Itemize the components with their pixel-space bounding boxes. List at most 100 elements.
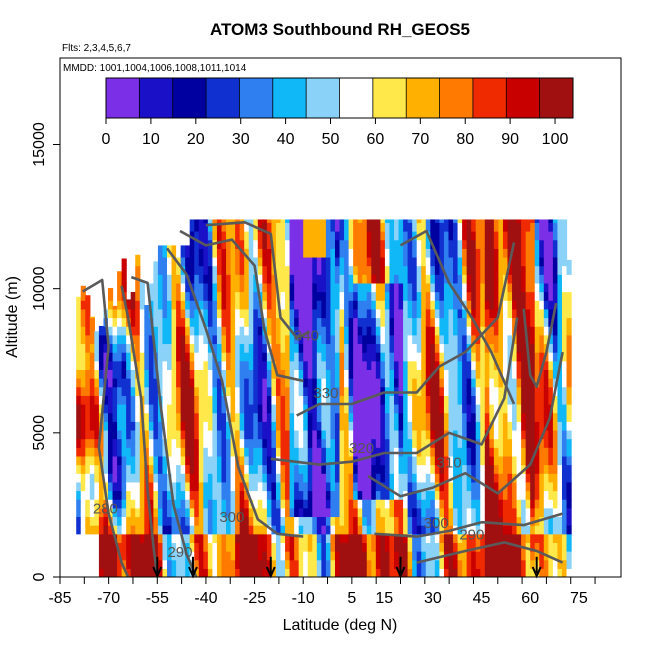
rh-cell: [76, 412, 82, 422]
rh-cell: [480, 222, 486, 232]
rh-cell: [262, 239, 268, 249]
rh-cell: [521, 404, 527, 414]
rh-cell: [235, 438, 241, 448]
rh-cell: [148, 412, 154, 422]
rh-cell: [566, 507, 572, 518]
rh-cell: [539, 308, 545, 319]
rh-cell: [176, 455, 182, 466]
rh-cell: [94, 404, 100, 414]
rh-cell: [566, 447, 572, 457]
rh-cell: [257, 326, 263, 336]
rh-cell: [330, 326, 336, 336]
rh-cell: [189, 499, 195, 509]
rh-cell: [162, 533, 168, 543]
rh-cell: [257, 455, 263, 466]
rh-cell: [398, 429, 404, 440]
rh-cell: [139, 429, 145, 440]
rh-cell: [344, 404, 350, 414]
rh-cell: [462, 533, 468, 543]
rh-cell: [539, 473, 545, 483]
rh-cell: [76, 296, 82, 301]
rh-cell: [180, 248, 186, 258]
rh-cell: [316, 300, 322, 310]
rh-cell: [307, 559, 313, 569]
rh-cell: [144, 343, 150, 353]
rh-cell: [398, 352, 404, 362]
rh-cell: [144, 334, 150, 345]
rh-cell: [421, 239, 427, 249]
rh-cell: [353, 438, 359, 448]
rh-cell: [135, 490, 141, 500]
rh-cell: [253, 481, 259, 492]
rh-cell: [512, 421, 518, 431]
rh-cell: [212, 447, 218, 457]
rh-cell: [117, 386, 123, 396]
rh-cell: [539, 568, 545, 577]
rh-cell: [434, 386, 441, 396]
rh-cell: [371, 464, 377, 474]
rh-cell: [380, 300, 386, 310]
rh-cell: [139, 542, 145, 552]
rh-cell: [321, 507, 327, 518]
rh-cell: [389, 334, 395, 345]
rh-cell: [507, 369, 513, 379]
rh-cell: [566, 343, 572, 353]
rh-cell: [239, 300, 245, 310]
rh-cell: [280, 222, 286, 232]
rh-cell: [443, 490, 450, 500]
rh-cell: [516, 326, 522, 336]
rh-cell: [312, 231, 318, 241]
rh-cell: [176, 507, 182, 518]
rh-cell: [235, 360, 241, 370]
rh-cell: [230, 282, 236, 293]
rh-cell: [121, 421, 127, 431]
rh-cell: [121, 258, 127, 267]
rh-cell: [294, 239, 300, 249]
rh-cell: [325, 421, 332, 431]
rh-cell: [502, 551, 509, 561]
rh-cell: [312, 326, 318, 336]
rh-cell: [398, 464, 404, 474]
rh-cell: [353, 300, 359, 310]
rh-cell: [448, 317, 454, 327]
rh-cell: [421, 447, 427, 457]
rh-cell: [94, 395, 100, 405]
rh-cell: [375, 369, 381, 379]
rh-cell: [384, 533, 391, 543]
rh-cell: [389, 464, 395, 474]
rh-cell: [135, 412, 141, 422]
rh-cell: [334, 369, 341, 379]
rh-cell: [484, 464, 490, 474]
rh-cell: [135, 334, 141, 345]
rh-cell: [235, 378, 241, 388]
rh-cell: [557, 559, 563, 569]
rh-cell: [344, 421, 350, 431]
rh-cell: [448, 308, 454, 319]
contour-label: 320: [349, 440, 374, 457]
rh-cell: [498, 455, 504, 466]
rh-cell: [216, 455, 223, 466]
rh-cell: [216, 438, 223, 448]
rh-cell: [307, 516, 313, 526]
rh-cell: [443, 256, 450, 267]
rh-cell: [507, 326, 513, 336]
rh-cell: [561, 551, 568, 561]
rh-cell: [480, 300, 486, 310]
rh-cell: [566, 369, 572, 379]
rh-cell: [493, 369, 500, 379]
rh-cell: [534, 438, 540, 448]
rh-cell: [275, 274, 282, 284]
rh-cell: [157, 360, 164, 370]
rh-cell: [76, 352, 82, 362]
rh-cell: [176, 421, 182, 431]
rh-cell: [466, 525, 472, 535]
rh-cell: [548, 343, 554, 353]
rh-cell: [130, 308, 136, 319]
rh-cell: [312, 256, 318, 267]
rh-cell: [566, 265, 572, 275]
rh-cell: [185, 568, 191, 577]
rh-cell: [216, 334, 223, 345]
rh-cell: [303, 291, 309, 301]
rh-cell: [539, 481, 545, 492]
rh-cell: [384, 231, 391, 241]
